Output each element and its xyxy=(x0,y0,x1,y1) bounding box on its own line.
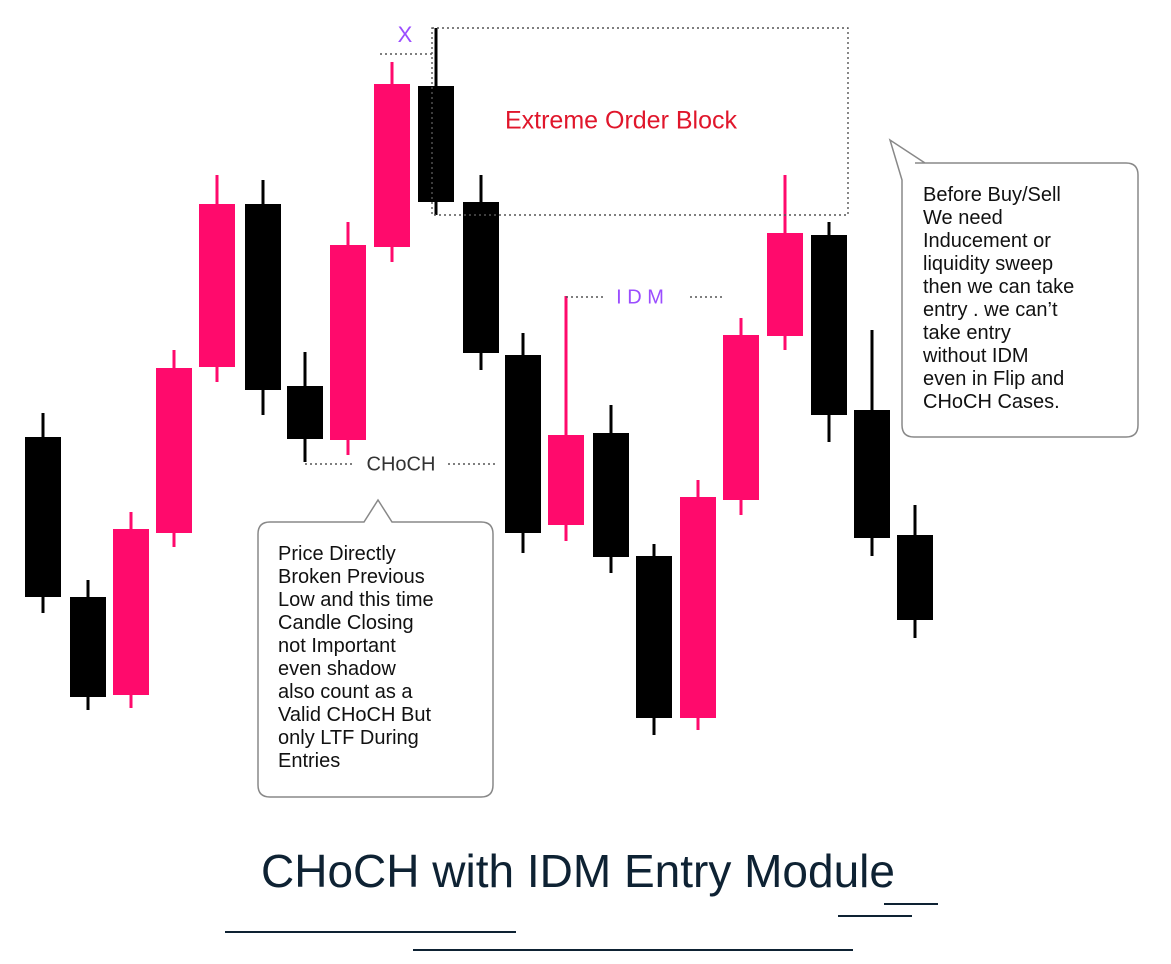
x-marker: X xyxy=(398,22,413,47)
callout-line: even in Flip and xyxy=(923,368,1064,390)
candle-body xyxy=(245,204,281,390)
candle xyxy=(287,352,323,462)
candle-body xyxy=(593,433,629,557)
candle-body xyxy=(418,86,454,202)
candle xyxy=(463,175,499,370)
callout-line: CHoCH Cases. xyxy=(923,391,1060,413)
candle xyxy=(25,413,61,613)
candle-body xyxy=(199,204,235,367)
candle-body xyxy=(330,245,366,440)
candle xyxy=(767,175,803,350)
callout-line: entry . we can’t xyxy=(923,299,1058,321)
candle-body xyxy=(723,335,759,500)
callout-line: even shadow xyxy=(278,658,396,680)
callout-line: also count as a xyxy=(278,681,413,703)
candles xyxy=(25,28,933,735)
callout-line: Inducement or xyxy=(923,230,1051,252)
callout-left xyxy=(257,498,494,798)
candle-body xyxy=(70,597,106,697)
candle xyxy=(811,222,847,442)
callout-line: then we can take xyxy=(923,276,1074,298)
callout-line: Valid CHoCH But xyxy=(278,704,431,726)
candle xyxy=(199,175,235,382)
choch-label: CHoCH xyxy=(367,453,436,475)
callout-line: Broken Previous xyxy=(278,566,425,588)
callout-line: We need xyxy=(923,207,1003,229)
candle-body xyxy=(156,368,192,533)
candle xyxy=(70,580,106,710)
callout-line: Entries xyxy=(278,750,340,772)
candle-body xyxy=(897,535,933,620)
callout-line: liquidity sweep xyxy=(923,253,1053,275)
callout-line: take entry xyxy=(923,322,1011,344)
candle-body xyxy=(113,529,149,695)
candle xyxy=(854,330,890,556)
candle-body xyxy=(854,410,890,538)
callout-line: Price Directly xyxy=(278,543,396,565)
callout-line: only LTF During xyxy=(278,727,419,749)
candle xyxy=(593,405,629,573)
candle xyxy=(505,333,541,553)
candle xyxy=(897,505,933,638)
candle xyxy=(723,318,759,515)
candle-body xyxy=(548,435,584,525)
callout-right xyxy=(888,138,1139,438)
footer-title: CHoCH with IDM Entry Module xyxy=(261,845,895,897)
candle xyxy=(245,180,281,415)
candle xyxy=(636,544,672,735)
order-block-zone xyxy=(431,27,849,216)
candle-body xyxy=(680,497,716,718)
candle-body xyxy=(636,556,672,718)
candle xyxy=(374,62,410,262)
idm-label: I D M xyxy=(616,286,664,308)
candle xyxy=(680,480,716,730)
candle xyxy=(156,350,192,547)
candle-body xyxy=(374,84,410,247)
candle-body xyxy=(25,437,61,597)
callout-line: not Important xyxy=(278,635,396,657)
candle-body xyxy=(463,202,499,353)
candle-body xyxy=(505,355,541,533)
callout-line: Low and this time xyxy=(278,589,434,611)
callout-line: without IDM xyxy=(922,345,1029,367)
candle-body xyxy=(811,235,847,415)
order-block-label: Extreme Order Block xyxy=(505,107,738,135)
callout-line: Candle Closing xyxy=(278,612,414,634)
candle-body xyxy=(767,233,803,336)
callout-line: Before Buy/Sell xyxy=(923,184,1061,206)
candle xyxy=(330,222,366,455)
candle xyxy=(548,296,584,541)
candle xyxy=(418,28,454,215)
candle-body xyxy=(287,386,323,439)
candle xyxy=(113,512,149,708)
